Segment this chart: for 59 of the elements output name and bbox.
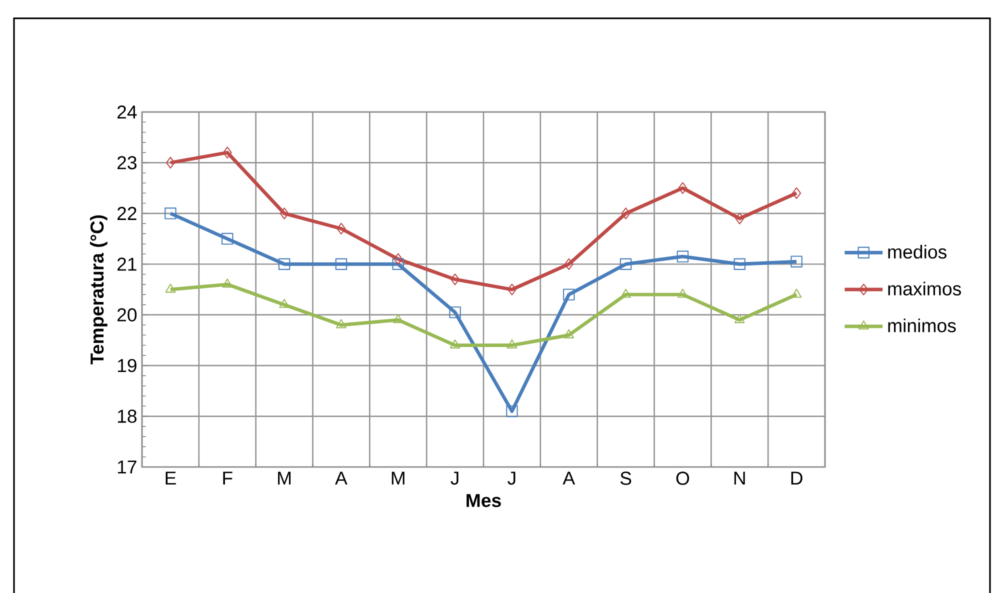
x-tick-label: N xyxy=(734,472,745,485)
point xyxy=(449,306,461,318)
x-tick-label: M xyxy=(392,472,404,485)
point xyxy=(563,288,575,300)
y-axis-title: Temperatura (°C) xyxy=(90,215,108,364)
point xyxy=(734,314,745,324)
y-tick-label: 17 xyxy=(118,460,136,474)
point xyxy=(564,329,574,338)
legend-label: maximos xyxy=(888,282,961,296)
y-tick-label: 20 xyxy=(117,308,137,322)
x-tick-label: A xyxy=(335,472,348,485)
point xyxy=(450,339,460,348)
y-tick-label: 19 xyxy=(118,358,136,372)
point xyxy=(394,253,403,265)
point xyxy=(222,146,232,158)
point xyxy=(735,212,744,224)
y-tick-label: 24 xyxy=(117,105,137,119)
point xyxy=(279,298,290,308)
x-tick-label: J xyxy=(508,472,516,485)
point xyxy=(564,258,574,270)
point xyxy=(335,258,348,270)
point xyxy=(678,288,688,298)
point xyxy=(164,208,176,220)
point xyxy=(620,258,632,270)
x-tick-label: M xyxy=(278,472,291,485)
legend-label: minimos xyxy=(888,318,956,332)
point xyxy=(506,339,518,348)
point xyxy=(678,182,688,194)
x-tick-label: E xyxy=(166,472,176,485)
legend-label: medios xyxy=(888,244,946,259)
point xyxy=(336,319,346,328)
point xyxy=(450,273,460,286)
y-tick-label: 22 xyxy=(117,206,136,220)
point xyxy=(734,258,746,270)
point xyxy=(222,278,233,288)
x-tick-label: D xyxy=(791,472,802,485)
point xyxy=(621,208,630,220)
point xyxy=(280,208,289,220)
point xyxy=(278,258,290,270)
x-tick-label: O xyxy=(676,472,690,485)
point xyxy=(222,232,234,245)
point xyxy=(792,187,802,200)
x-tick-label: J xyxy=(450,472,458,485)
x-tick-label: F xyxy=(223,472,232,485)
y-tick-label: 18 xyxy=(118,410,136,423)
x-tick-label: A xyxy=(562,472,576,485)
point xyxy=(676,250,689,262)
point xyxy=(336,222,346,235)
point xyxy=(790,256,802,268)
x-axis-title: Mes xyxy=(466,494,501,508)
point xyxy=(507,284,516,296)
point xyxy=(392,314,404,324)
y-tick-label: 21 xyxy=(117,258,136,271)
x-tick-label: S xyxy=(620,472,632,485)
y-tick-label: 23 xyxy=(117,156,136,170)
point xyxy=(166,156,175,169)
point xyxy=(165,284,176,293)
point xyxy=(392,258,404,270)
point xyxy=(620,288,631,298)
